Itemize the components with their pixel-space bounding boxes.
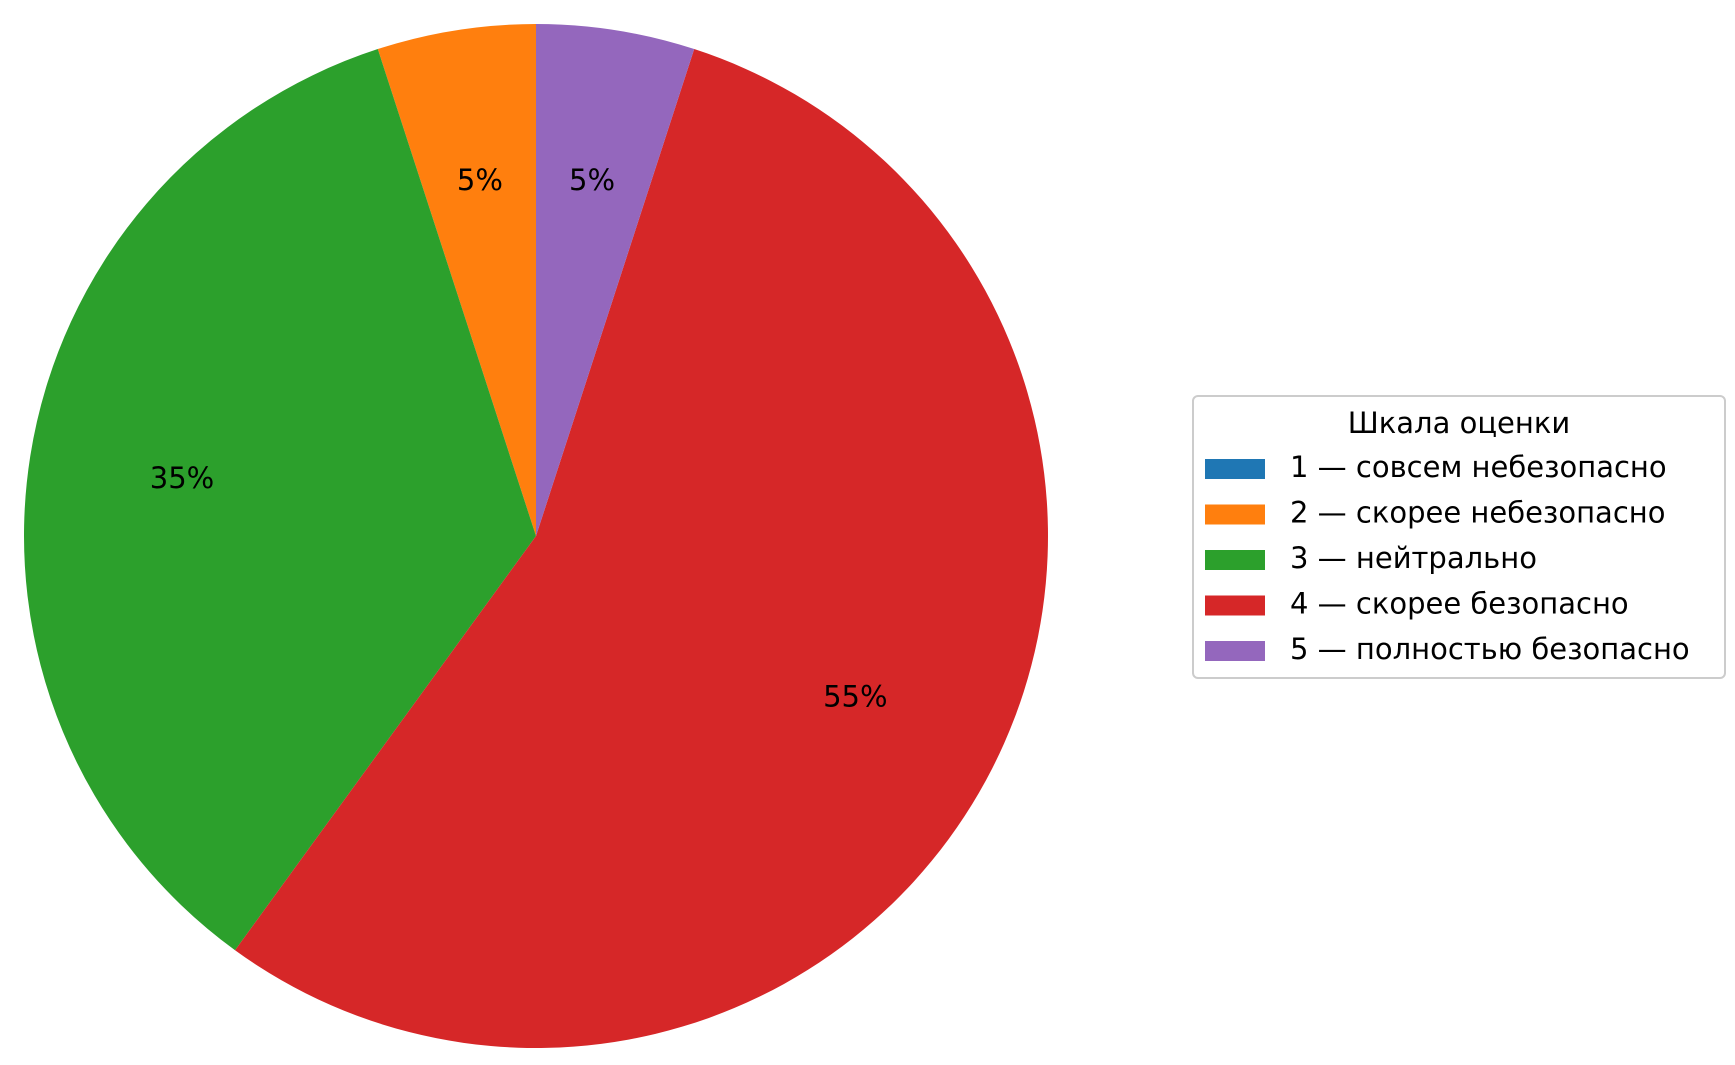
legend-label: 1 — совсем небезопасно [1290,450,1667,484]
slice-label: 55% [823,680,887,714]
legend-swatch [1205,504,1265,525]
legend-swatch [1205,459,1265,479]
legend-swatch [1205,595,1265,616]
legend-swatch [1205,550,1265,570]
pie-slice [235,49,1049,1049]
slice-label: 35% [150,461,214,495]
slice-label: 5% [457,163,503,197]
legend-label: 2 — скорее небезопасно [1290,496,1665,530]
pie-slice [536,24,695,536]
legend-title: Шкала оценки [1348,406,1570,440]
legend-label: 3 — нейтрально [1290,541,1537,575]
slice-label: 5% [569,163,615,197]
pie-slice [24,49,536,951]
legend-swatch [1205,641,1265,661]
pie-slice [377,24,536,536]
legend-label: 4 — скорее безопасно [1290,587,1629,621]
legend-box [1192,395,1726,679]
legend-label: 5 — полностью безопасно [1290,632,1690,666]
